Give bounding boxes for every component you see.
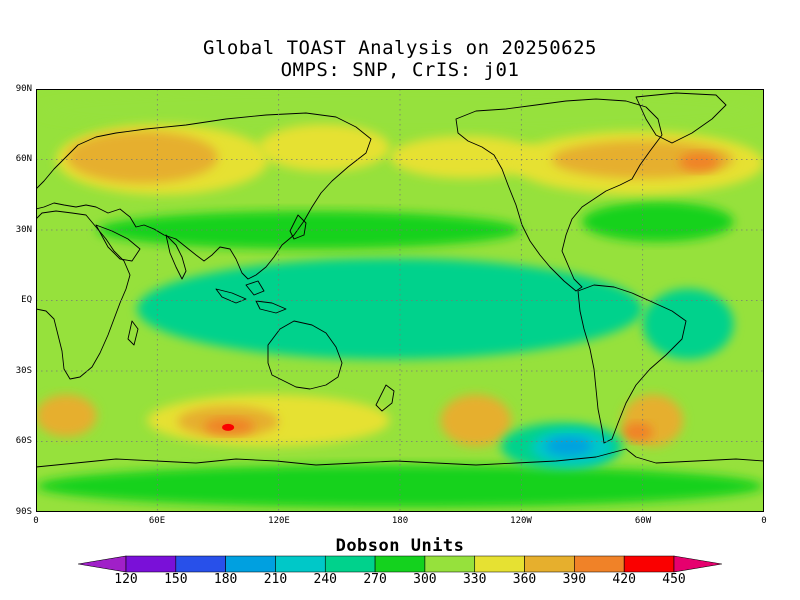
colorbar-label: 360	[512, 572, 537, 587]
coastline-antarctica	[36, 448, 764, 468]
ozone-zone-patagonia-max	[622, 422, 653, 442]
colorbar-arrow-high	[673, 555, 722, 573]
colorbar-swatch	[524, 555, 575, 573]
coastline-arabia	[95, 224, 141, 262]
colorbar-swatch	[324, 555, 376, 573]
ozone-zone-tropical-band	[137, 258, 643, 360]
coastline-madagascar	[127, 320, 139, 346]
colorbar-swatch	[175, 555, 226, 573]
lat-label-30s: 30S	[15, 366, 32, 376]
ozone-zone-south-atlantic-high	[36, 394, 97, 437]
lon-label-60w: 60W	[634, 516, 652, 526]
coastline-north-america	[455, 98, 663, 292]
colorbar-label: 150	[164, 572, 188, 587]
colorbar-swatch	[125, 555, 177, 573]
lat-label-30n: 30N	[15, 225, 32, 235]
ozone-zone-southern-ocean-belt	[36, 465, 764, 508]
colorbar-title: Dobson Units	[335, 536, 465, 556]
colorbar-swatch	[275, 555, 326, 573]
lat-label-60n: 60N	[15, 154, 32, 164]
colorbar-label: 210	[263, 572, 288, 587]
ozone-zone-north-pacific-high	[389, 136, 542, 179]
lon-label-120w: 120W	[510, 516, 532, 526]
colorbar-label: 240	[313, 572, 337, 587]
colorbar-arrow-low	[78, 555, 127, 573]
lat-label-60s: 60S	[15, 436, 32, 446]
colorbar-swatch	[424, 555, 476, 573]
ozone-zone-south-pacific-high	[440, 394, 512, 447]
lon-label-120e: 120E	[268, 516, 290, 526]
ozone-map	[36, 89, 764, 512]
ozone-zone-north-atlantic-low	[582, 201, 734, 242]
coastline-indonesia-1	[215, 288, 247, 304]
colorbar	[78, 555, 722, 573]
lat-label-90n: 90N	[15, 84, 32, 94]
colorbar-swatch	[574, 555, 625, 573]
coastlines	[36, 92, 764, 468]
colorbar-swatch	[474, 555, 525, 573]
lon-label-60e: 60E	[148, 516, 166, 526]
colorbar-label: 180	[213, 572, 238, 587]
coastline-greenland	[635, 92, 727, 144]
map-frame	[36, 89, 764, 512]
ozone-zone-eurasia-core	[66, 131, 218, 183]
map-subtitle: OMPS: SNP, CrIS: j01	[280, 59, 520, 81]
lon-label-0: 0	[33, 516, 39, 526]
colorbar-label: 420	[612, 572, 636, 587]
colorbar-label: 450	[662, 572, 686, 587]
map-title: Global TOAST Analysis on 20250625	[203, 37, 597, 59]
coastline-south-america	[577, 284, 687, 444]
ozone-zone-siberia-high	[258, 124, 390, 172]
ozone-zone-labrador-max	[679, 152, 720, 172]
coastline-india	[165, 234, 187, 280]
coastline-borneo	[245, 280, 265, 296]
colorbar-label: 120	[114, 572, 138, 587]
colorbar-swatch	[374, 555, 426, 573]
ozone-zone-tropical-band-atlantic	[642, 288, 734, 360]
coastline-africa	[36, 210, 131, 380]
coastline-australia	[267, 320, 343, 390]
colorbar-swatch	[225, 555, 276, 573]
lat-label-90s: 90S	[15, 507, 32, 517]
coastline-eurasia	[36, 112, 372, 280]
lon-label-180: 180	[391, 516, 409, 526]
coastline-indonesia-2	[255, 300, 287, 314]
colorbar-label: 390	[562, 572, 587, 587]
coastline-japan	[289, 214, 307, 240]
ozone-zone-south-pacific-core-min	[545, 436, 593, 456]
colorbar-label: 270	[363, 572, 387, 587]
graticule	[36, 89, 764, 512]
lon-label-0-east: 0	[761, 516, 767, 526]
ozone-zone-north-subtropics	[96, 211, 522, 249]
lat-label-eq: EQ	[21, 295, 32, 305]
colorbar-label: 330	[462, 572, 487, 587]
colorbar-label: 300	[413, 572, 437, 587]
colorbar-swatch	[623, 555, 675, 573]
coastline-new-zealand	[375, 384, 395, 412]
ozone-max-south-indian-max	[222, 423, 235, 431]
